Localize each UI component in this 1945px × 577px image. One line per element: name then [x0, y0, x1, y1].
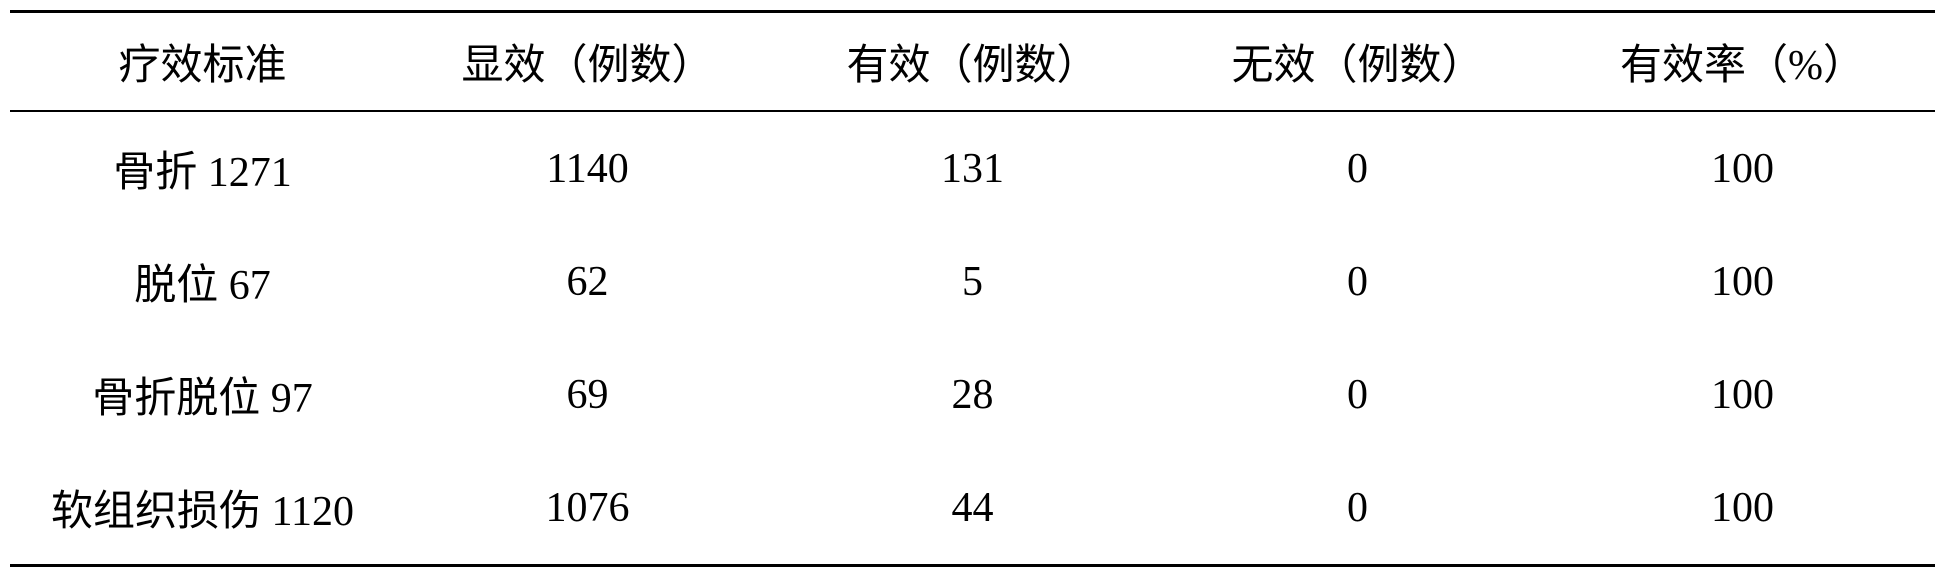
cell-ineffective: 0 — [1165, 338, 1550, 451]
cell-effective: 28 — [780, 338, 1165, 451]
cell-rate: 100 — [1550, 111, 1935, 225]
cell-marked: 1140 — [395, 111, 780, 225]
cell-label: 骨折脱位 97 — [10, 338, 395, 451]
cell-label: 骨折 1271 — [10, 111, 395, 225]
cell-marked: 69 — [395, 338, 780, 451]
cell-marked: 62 — [395, 225, 780, 338]
cell-rate: 100 — [1550, 338, 1935, 451]
cell-label: 脱位 67 — [10, 225, 395, 338]
cell-rate: 100 — [1550, 451, 1935, 566]
table-row: 脱位 67 62 5 0 100 — [10, 225, 1935, 338]
efficacy-table: 疗效标准 显效（例数） 有效（例数） 无效（例数） 有效率（%） 骨折 1271… — [10, 10, 1935, 567]
cell-ineffective: 0 — [1165, 111, 1550, 225]
efficacy-table-container: 疗效标准 显效（例数） 有效（例数） 无效（例数） 有效率（%） 骨折 1271… — [10, 10, 1935, 567]
cell-ineffective: 0 — [1165, 225, 1550, 338]
table-row: 软组织损伤 1120 1076 44 0 100 — [10, 451, 1935, 566]
cell-label: 软组织损伤 1120 — [10, 451, 395, 566]
col-header-criteria: 疗效标准 — [10, 12, 395, 112]
col-header-ineffective: 无效（例数） — [1165, 12, 1550, 112]
col-header-rate: 有效率（%） — [1550, 12, 1935, 112]
cell-ineffective: 0 — [1165, 451, 1550, 566]
table-header-row: 疗效标准 显效（例数） 有效（例数） 无效（例数） 有效率（%） — [10, 12, 1935, 112]
col-header-effective: 有效（例数） — [780, 12, 1165, 112]
table-row: 骨折 1271 1140 131 0 100 — [10, 111, 1935, 225]
table-row: 骨折脱位 97 69 28 0 100 — [10, 338, 1935, 451]
cell-rate: 100 — [1550, 225, 1935, 338]
cell-effective: 44 — [780, 451, 1165, 566]
cell-effective: 5 — [780, 225, 1165, 338]
cell-marked: 1076 — [395, 451, 780, 566]
cell-effective: 131 — [780, 111, 1165, 225]
col-header-marked: 显效（例数） — [395, 12, 780, 112]
